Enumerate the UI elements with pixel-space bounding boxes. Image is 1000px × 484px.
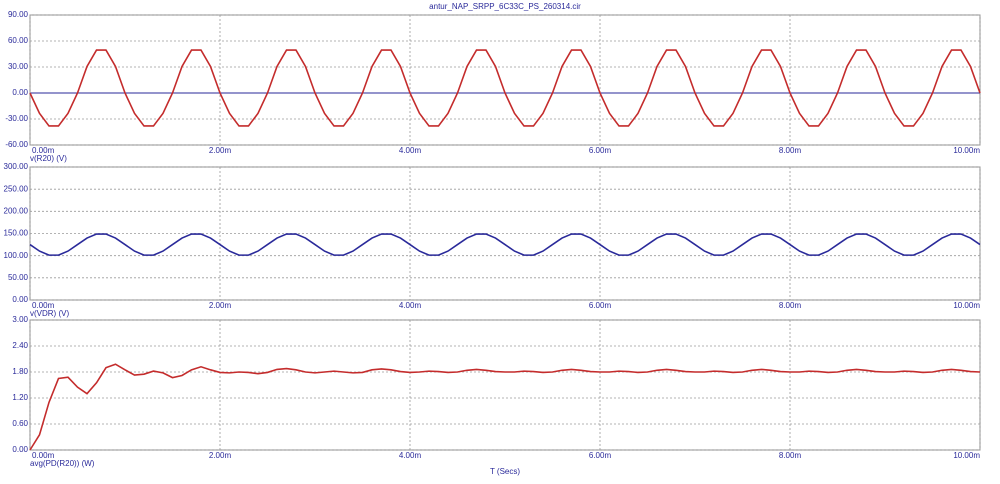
x-tick-label: 0.00m bbox=[32, 301, 55, 310]
x-tick-label: 10.00m bbox=[953, 451, 980, 460]
y-tick-label: 0.00 bbox=[12, 88, 28, 97]
y-tick-label: 0.00 bbox=[12, 445, 28, 454]
y-tick-label: 2.40 bbox=[12, 341, 28, 350]
x-tick-label: 4.00m bbox=[399, 451, 422, 460]
series-line bbox=[29, 233, 981, 256]
y-tick-label: 30.00 bbox=[8, 62, 29, 71]
x-tick-label: 10.00m bbox=[953, 146, 980, 155]
x-tick-label: 0.00m bbox=[32, 451, 55, 460]
y-tick-label: 50.00 bbox=[8, 273, 29, 282]
y-tick-label: 0.60 bbox=[12, 419, 28, 428]
y-tick-label: 200.00 bbox=[4, 206, 29, 215]
x-tick-label: 4.00m bbox=[399, 146, 422, 155]
series-label: avg(PD(R20)) (W) bbox=[30, 459, 95, 468]
series-line bbox=[29, 363, 981, 451]
x-tick-label: 6.00m bbox=[589, 301, 612, 310]
x-tick-label: 8.00m bbox=[779, 146, 802, 155]
x-tick-label: 4.00m bbox=[399, 301, 422, 310]
x-tick-label: 10.00m bbox=[953, 301, 980, 310]
series-label: v(R20) (V) bbox=[30, 154, 67, 163]
y-tick-label: 300.00 bbox=[4, 162, 29, 171]
y-tick-label: 150.00 bbox=[4, 229, 29, 238]
y-tick-label: 100.00 bbox=[4, 251, 29, 260]
x-axis-label: T (Secs) bbox=[490, 467, 520, 476]
x-tick-label: 8.00m bbox=[779, 301, 802, 310]
x-tick-label: 6.00m bbox=[589, 146, 612, 155]
plot-frame bbox=[29, 166, 981, 301]
y-tick-label: 250.00 bbox=[4, 184, 29, 193]
x-tick-label: 2.00m bbox=[209, 301, 232, 310]
y-tick-label: 0.00 bbox=[12, 295, 28, 304]
x-tick-label: 2.00m bbox=[209, 146, 232, 155]
y-tick-label: 60.00 bbox=[8, 36, 29, 45]
y-tick-label: 1.20 bbox=[12, 393, 28, 402]
y-tick-label: -30.00 bbox=[5, 114, 28, 123]
x-tick-label: 8.00m bbox=[779, 451, 802, 460]
y-tick-label: 1.80 bbox=[12, 367, 28, 376]
x-tick-label: 6.00m bbox=[589, 451, 612, 460]
plot-frame bbox=[29, 14, 981, 146]
x-tick-label: 0.00m bbox=[32, 146, 55, 155]
x-tick-label: 2.00m bbox=[209, 451, 232, 460]
series-line bbox=[29, 49, 981, 127]
y-tick-label: 3.00 bbox=[12, 315, 28, 324]
series-label: v(VDR) (V) bbox=[30, 309, 69, 318]
plot-frame bbox=[29, 319, 981, 451]
y-tick-label: -60.00 bbox=[5, 140, 28, 149]
chart-title: antur_NAP_SRPP_6C33C_PS_260314.cir bbox=[429, 2, 581, 11]
y-tick-label: 90.00 bbox=[8, 10, 29, 19]
